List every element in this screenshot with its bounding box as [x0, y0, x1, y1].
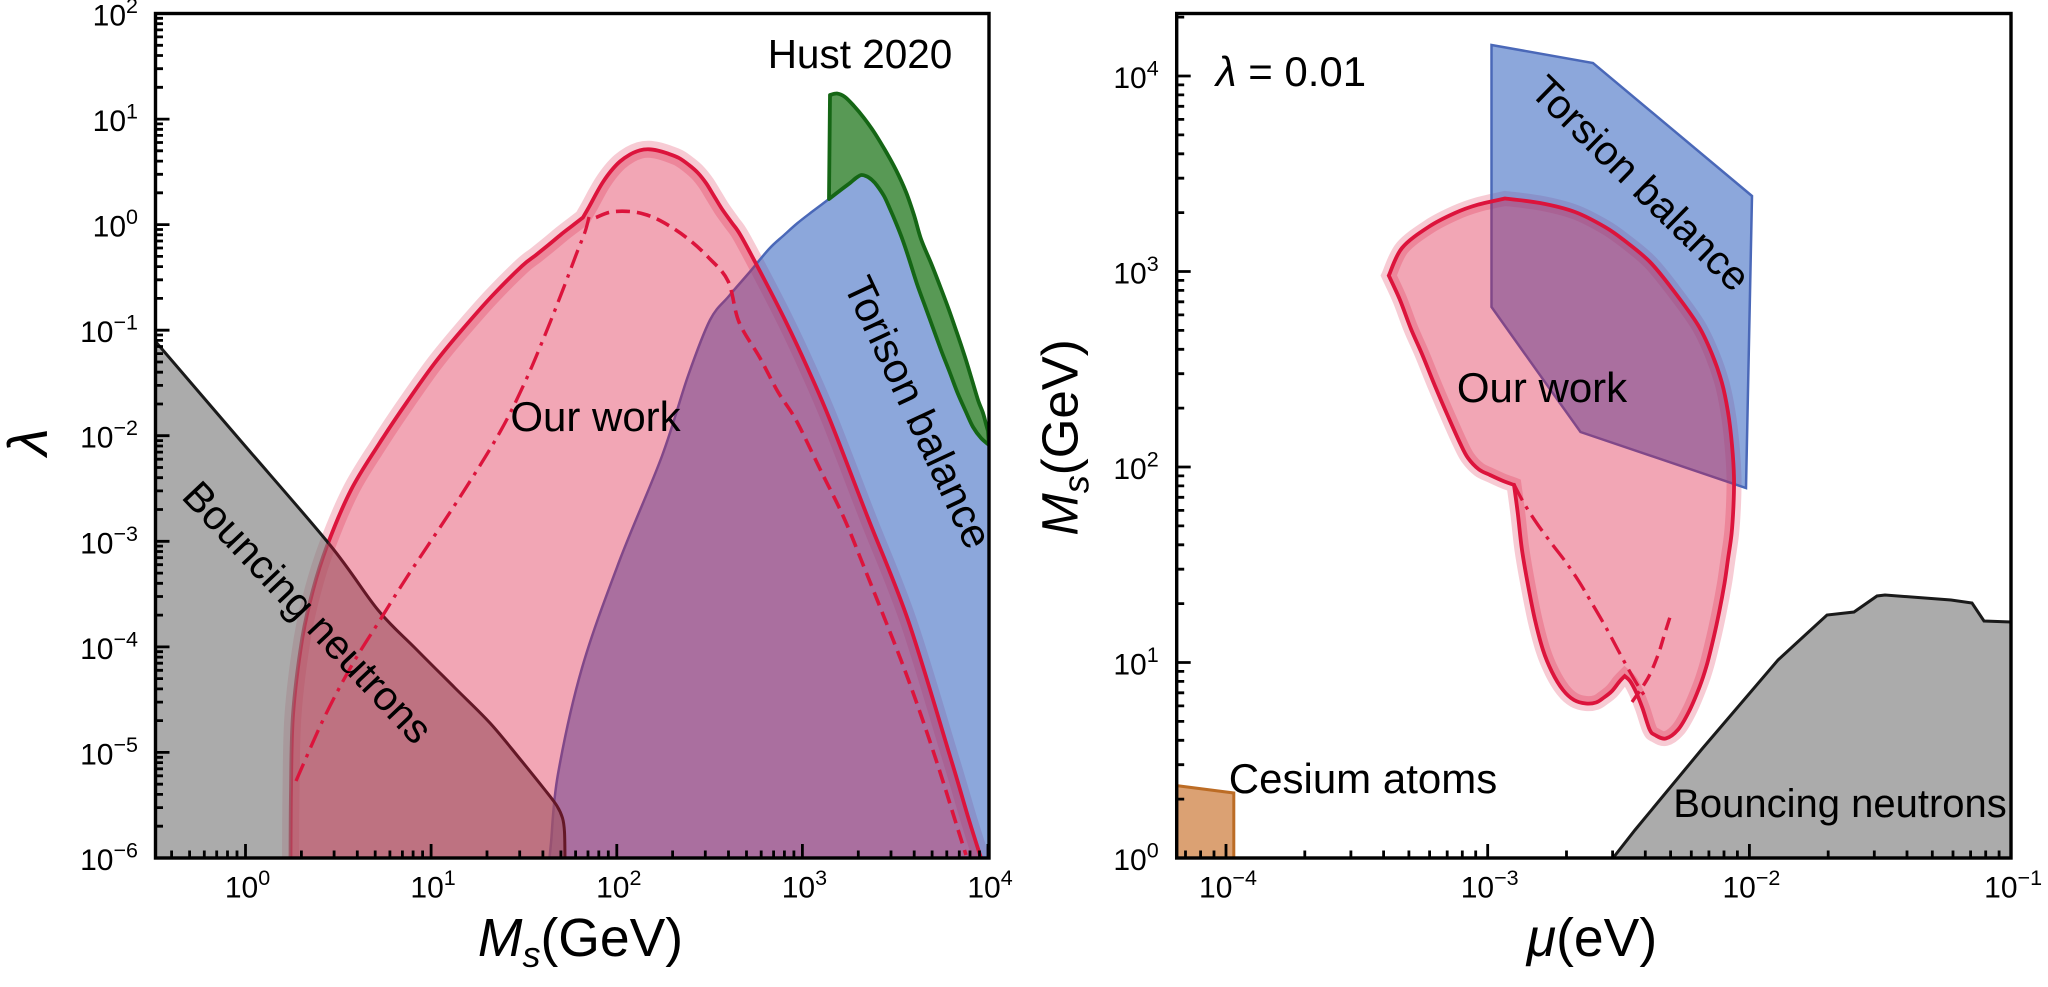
svg-text:104: 104 — [1113, 57, 1158, 96]
svg-text:Bouncing neutrons: Bouncing neutrons — [1673, 782, 2007, 826]
svg-text:10−2: 10−2 — [1722, 866, 1780, 905]
svg-text:Our work: Our work — [510, 393, 681, 440]
svg-text:10−3: 10−3 — [80, 522, 138, 561]
svg-text:10−2: 10−2 — [80, 416, 138, 455]
svg-text:Our work: Our work — [1457, 364, 1628, 411]
svg-text:Ms(GeV): Ms(GeV) — [1032, 339, 1097, 536]
svg-text:Cesium atoms: Cesium atoms — [1229, 755, 1497, 802]
svg-text:Hust 2020: Hust 2020 — [768, 31, 953, 77]
svg-text:10−5: 10−5 — [80, 733, 138, 772]
svg-text:λ: λ — [0, 428, 59, 459]
svg-text:λ = 0.01: λ = 0.01 — [1214, 48, 1366, 95]
svg-text:μ(eV): μ(eV) — [1525, 909, 1657, 968]
svg-text:Ms(GeV): Ms(GeV) — [478, 909, 683, 975]
svg-text:10−6: 10−6 — [80, 839, 138, 878]
svg-text:101: 101 — [1113, 643, 1158, 682]
